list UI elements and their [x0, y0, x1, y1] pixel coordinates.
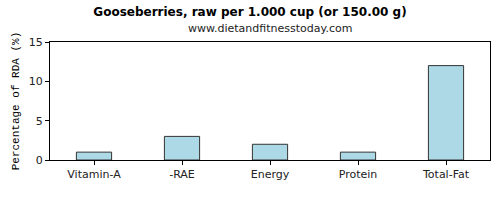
svg-text:-RAE: -RAE — [169, 168, 195, 181]
svg-text:Vitamin-A: Vitamin-A — [67, 168, 121, 181]
svg-text:Protein: Protein — [339, 168, 378, 181]
svg-text:0: 0 — [36, 154, 43, 167]
svg-text:Total-Fat: Total-Fat — [422, 168, 470, 181]
svg-text:15: 15 — [29, 36, 43, 49]
svg-text:www.dietandfitnesstoday.com: www.dietandfitnesstoday.com — [188, 22, 352, 35]
svg-text:5: 5 — [36, 115, 43, 128]
svg-text:Percentage of RDA (%): Percentage of RDA (%) — [10, 32, 22, 171]
svg-text:Gooseberries, raw per 1.000 cu: Gooseberries, raw per 1.000 cup (or 150.… — [93, 5, 406, 19]
svg-text:Energy: Energy — [251, 168, 290, 181]
svg-text:10: 10 — [29, 75, 43, 88]
